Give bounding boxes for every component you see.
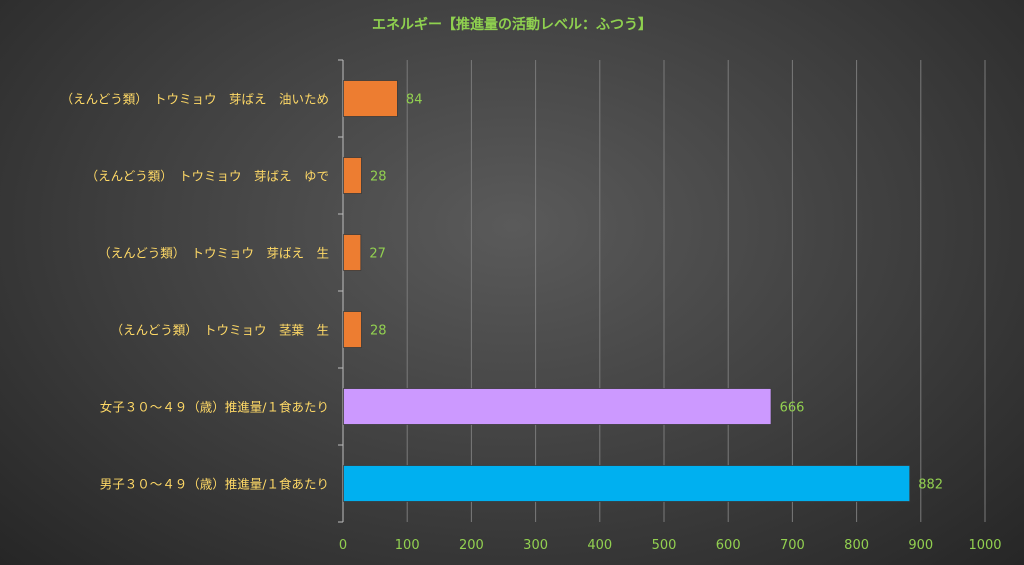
data-label: 666 [780, 401, 805, 416]
bar [343, 465, 911, 502]
x-tick-label: 600 [716, 538, 741, 553]
x-tick-label: 300 [523, 538, 548, 553]
bar [343, 388, 772, 425]
x-tick-label: 0 [339, 538, 347, 553]
bar [343, 311, 362, 348]
x-tick-label: 800 [844, 538, 869, 553]
x-tick-label: 700 [780, 538, 805, 553]
bar [343, 157, 362, 194]
x-tick-label: 500 [652, 538, 677, 553]
category-label: （えんどう類） トウミョウ 芽ばえ ゆで [86, 169, 329, 184]
chart-title: エネルギー【推進量の活動レベル：ふつう】 [372, 17, 652, 33]
x-tick-label: 400 [587, 538, 612, 553]
data-label: 28 [370, 324, 387, 339]
x-tick-label: 200 [459, 538, 484, 553]
category-label: 女子３０～４９（歳）推進量/１食あたり [100, 400, 329, 415]
bar [343, 80, 398, 117]
category-label: 男子３０～４９（歳）推進量/１食あたり [100, 477, 329, 492]
category-label: （えんどう類） トウミョウ 芽ばえ 生 [98, 246, 329, 261]
data-label: 27 [369, 247, 386, 262]
category-label: （えんどう類） トウミョウ 芽ばえ 油いため [61, 92, 329, 107]
data-label: 84 [406, 93, 423, 108]
x-tick-label: 1000 [968, 538, 1001, 553]
bar [343, 234, 362, 271]
category-label: （えんどう類） トウミョウ 茎葉 生 [111, 323, 329, 338]
x-tick-label: 100 [395, 538, 420, 553]
data-label: 882 [918, 478, 943, 493]
data-label: 28 [370, 170, 387, 185]
x-tick-label: 900 [908, 538, 933, 553]
